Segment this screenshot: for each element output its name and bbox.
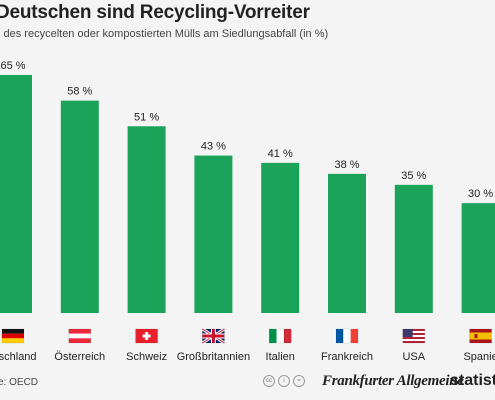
flag-switzerland-icon	[135, 328, 158, 344]
flag-france-icon	[335, 328, 359, 344]
bar-6	[394, 184, 433, 313]
source-note: e: OECD	[0, 377, 39, 388]
category-label-4: Italien	[266, 351, 295, 363]
category-label-1: Österreich	[54, 351, 105, 363]
bar-4	[261, 162, 300, 313]
statista-logo: statista	[450, 372, 495, 389]
nd-icon: =	[293, 375, 305, 387]
value-label-7: 30 %	[468, 188, 493, 200]
bar-0	[0, 75, 32, 313]
category-label-3: Großbritannien	[177, 351, 250, 363]
category-label-5: Frankreich	[321, 351, 373, 363]
flag-usa-icon	[402, 328, 426, 344]
flag-germany-icon	[1, 328, 25, 344]
category-label-0: utschland	[0, 351, 37, 363]
category-label-7: Spanie	[463, 351, 495, 363]
chart-title: Deutschen sind Recycling-Vorreiter	[0, 2, 310, 23]
bar-2	[127, 126, 166, 313]
cc-icon: cc	[263, 375, 275, 387]
value-label-2: 51 %	[134, 111, 159, 123]
value-label-1: 58 %	[67, 86, 92, 98]
bar-1	[60, 100, 99, 313]
value-label-4: 41 %	[268, 148, 293, 160]
value-label-5: 38 %	[334, 159, 359, 171]
chart-subtitle: l des recycelten oder kompostierten Müll…	[0, 28, 329, 40]
category-label-6: USA	[402, 351, 425, 363]
flag-uk-icon	[201, 327, 226, 345]
bar-7	[461, 203, 495, 313]
category-label-2: Schweiz	[126, 351, 167, 363]
bar-3	[194, 155, 233, 313]
value-label-3: 43 %	[201, 141, 226, 153]
bar-5	[328, 173, 366, 313]
value-label-6: 35 %	[401, 170, 426, 182]
faz-logo: Frankfurter Allgemeine	[322, 373, 464, 389]
flag-spain-icon	[469, 328, 492, 344]
by-icon: i	[278, 375, 290, 387]
license-icons: cc i =	[263, 375, 305, 387]
flag-italy-icon	[268, 328, 292, 344]
flag-austria-icon	[68, 328, 92, 344]
value-label-0: 65 %	[0, 60, 25, 72]
